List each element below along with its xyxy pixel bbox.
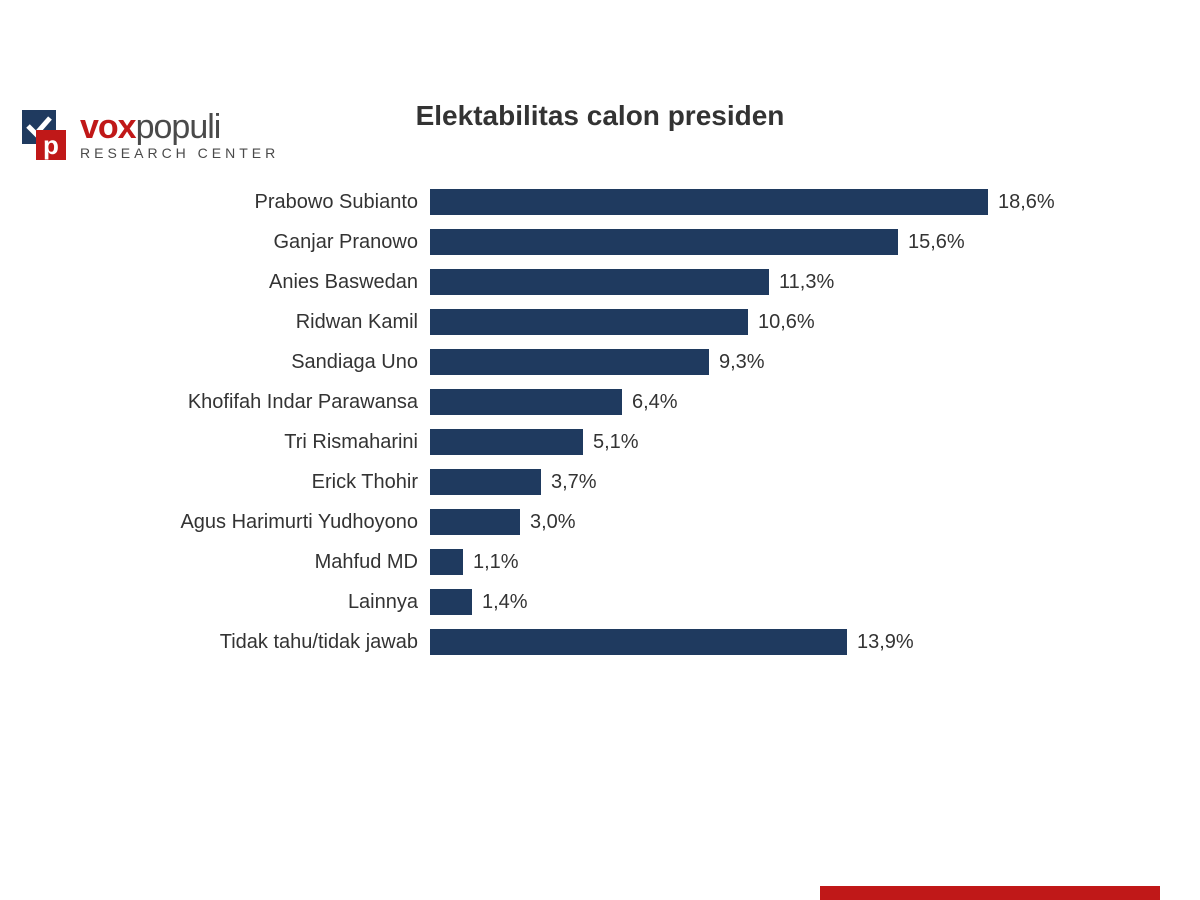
chart-row: Ridwan Kamil 10,6% [120, 302, 1080, 342]
bar-area: 3,0% [430, 509, 1080, 535]
footer-accent [820, 886, 1160, 900]
bar-area: 6,4% [430, 389, 1080, 415]
bar-label: Khofifah Indar Parawansa [120, 391, 430, 414]
bar-label: Sandiaga Uno [120, 351, 430, 374]
bar-value: 1,4% [482, 591, 528, 614]
bar-label: Agus Harimurti Yudhoyono [120, 511, 430, 534]
bar-area: 3,7% [430, 469, 1080, 495]
logo: p voxpopuli RESEARCH CENTER [20, 108, 279, 162]
bar-value: 18,6% [998, 191, 1055, 214]
bar-area: 5,1% [430, 429, 1080, 455]
bar-value: 9,3% [719, 351, 765, 374]
bar [430, 469, 541, 495]
bar-label: Tidak tahu/tidak jawab [120, 631, 430, 654]
bar-area: 9,3% [430, 349, 1080, 375]
logo-brand: voxpopuli [80, 110, 279, 144]
bar-label: Lainnya [120, 591, 430, 614]
bar-label: Ridwan Kamil [120, 311, 430, 334]
chart-row: Khofifah Indar Parawansa 6,4% [120, 382, 1080, 422]
bar [430, 509, 520, 535]
bar-area: 11,3% [430, 269, 1080, 295]
bar-value: 11,3% [779, 271, 834, 294]
bar-label: Erick Thohir [120, 471, 430, 494]
bar [430, 389, 622, 415]
bar [430, 229, 898, 255]
logo-mark-icon: p [20, 108, 74, 162]
logo-brand-right: populi [136, 108, 221, 146]
bar [430, 189, 988, 215]
bar-area: 1,4% [430, 589, 1080, 615]
logo-brand-left: vox [80, 108, 136, 146]
bar [430, 429, 583, 455]
bar-value: 3,7% [551, 471, 597, 494]
bar-value: 5,1% [593, 431, 639, 454]
bar-label: Ganjar Pranowo [120, 231, 430, 254]
chart-row: Tri Rismaharini 5,1% [120, 422, 1080, 462]
bar-value: 3,0% [530, 511, 576, 534]
chart-row: Ganjar Pranowo 15,6% [120, 222, 1080, 262]
bar-label: Anies Baswedan [120, 271, 430, 294]
svg-text:p: p [43, 130, 59, 160]
chart-row: Tidak tahu/tidak jawab 13,9% [120, 622, 1080, 662]
chart-row: Erick Thohir 3,7% [120, 462, 1080, 502]
bar-chart: Prabowo Subianto 18,6% Ganjar Pranowo 15,6%… [120, 182, 1080, 662]
bar [430, 549, 463, 575]
bar [430, 589, 472, 615]
bar-value: 6,4% [632, 391, 678, 414]
bar-label: Tri Rismaharini [120, 431, 430, 454]
chart-row: Lainnya 1,4% [120, 582, 1080, 622]
logo-text: voxpopuli RESEARCH CENTER [80, 110, 279, 160]
bar-area: 1,1% [430, 549, 1080, 575]
logo-subtitle: RESEARCH CENTER [80, 146, 279, 160]
bar-value: 15,6% [908, 231, 965, 254]
bar-area: 18,6% [430, 189, 1080, 215]
chart-row: Anies Baswedan 11,3% [120, 262, 1080, 302]
bar-value: 1,1% [473, 551, 519, 574]
chart-row: Agus Harimurti Yudhoyono 3,0% [120, 502, 1080, 542]
chart-row: Sandiaga Uno 9,3% [120, 342, 1080, 382]
bar-area: 15,6% [430, 229, 1080, 255]
bar-label: Mahfud MD [120, 551, 430, 574]
bar-area: 13,9% [430, 629, 1080, 655]
bar-area: 10,6% [430, 309, 1080, 335]
chart-row: Prabowo Subianto 18,6% [120, 182, 1080, 222]
bar [430, 269, 769, 295]
bar-label: Prabowo Subianto [120, 191, 430, 214]
bar [430, 349, 709, 375]
bar [430, 629, 847, 655]
bar-value: 10,6% [758, 311, 815, 334]
bar-value: 13,9% [857, 631, 914, 654]
chart-row: Mahfud MD 1,1% [120, 542, 1080, 582]
bar [430, 309, 748, 335]
